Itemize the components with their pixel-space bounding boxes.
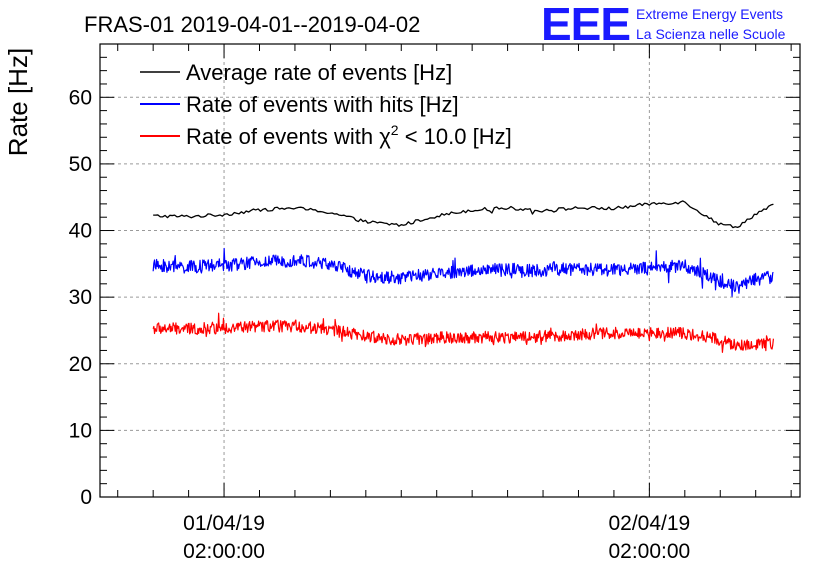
eee-logo: EEE Extreme Energy Events La Scienza nel… bbox=[541, 0, 786, 50]
x-tick-label-date: 01/04/19 bbox=[183, 512, 265, 535]
grid bbox=[100, 44, 800, 497]
axes: 0 10 20 30 40 50 60 01/04/19 02:00:00 02/04/19 02:… bbox=[69, 43, 800, 563]
y-tick-label: 30 bbox=[69, 286, 92, 309]
y-tick-label: 0 bbox=[80, 486, 92, 509]
series-layer bbox=[152, 200, 775, 353]
y-tick-label: 10 bbox=[69, 419, 92, 442]
series-line-1 bbox=[152, 247, 774, 297]
legend-chi2-sup: 2 bbox=[391, 122, 399, 138]
series-line-0 bbox=[153, 200, 774, 229]
legend-label-hits: Rate of events with hits [Hz] bbox=[186, 92, 459, 117]
series-line-2 bbox=[152, 312, 775, 353]
legend-chi2-symbol: χ bbox=[379, 124, 391, 149]
y-tick-label: 40 bbox=[69, 220, 92, 243]
legend-label-chi2: Rate of events with χ2 < 10.0 [Hz] bbox=[186, 122, 512, 149]
y-tick-label: 50 bbox=[69, 153, 92, 176]
y-tick-label: 20 bbox=[69, 353, 92, 376]
legend: Average rate of events [Hz] Rate of even… bbox=[140, 60, 512, 149]
chart-title: FRAS-01 2019-04-01--2019-04-02 bbox=[84, 12, 420, 37]
logo-line-1: Extreme Energy Events bbox=[636, 6, 783, 22]
legend-chi2-suffix: < 10.0 [Hz] bbox=[399, 124, 512, 149]
legend-label-average: Average rate of events [Hz] bbox=[186, 60, 452, 85]
x-tick-label-date: 02/04/19 bbox=[608, 512, 690, 535]
y-axis-title: Rate [Hz] bbox=[3, 48, 33, 156]
x-tick-label-time: 02:00:00 bbox=[608, 540, 690, 563]
logo-line-2: La Scienza nelle Scuole bbox=[636, 26, 786, 42]
legend-chi2-prefix: Rate of events with bbox=[186, 124, 379, 149]
y-tick-label: 60 bbox=[69, 86, 92, 109]
logo-letters: EEE bbox=[541, 0, 630, 50]
x-tick-label-time: 02:00:00 bbox=[183, 540, 265, 563]
